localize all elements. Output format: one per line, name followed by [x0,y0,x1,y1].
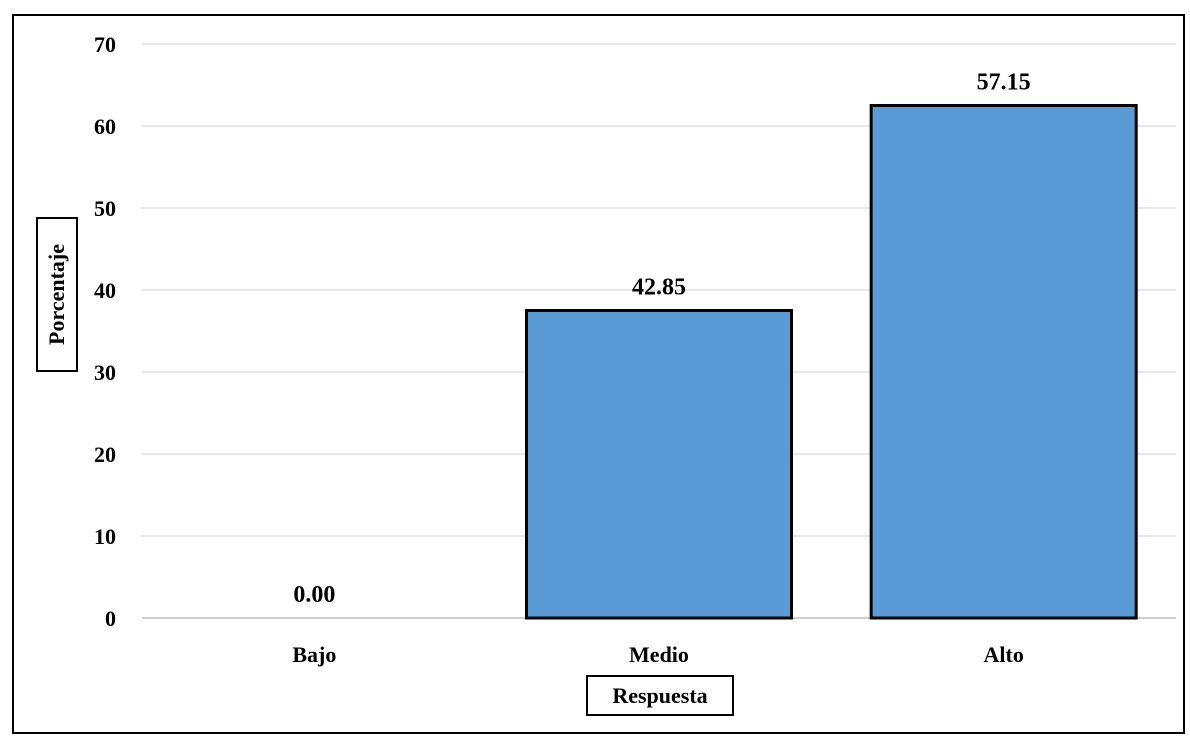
x-tick-label: Alto [984,642,1024,667]
y-tick-label: 50 [94,196,116,221]
y-tick-label: 10 [94,524,116,549]
bars [525,104,1138,620]
bar-alto [869,104,1138,620]
data-label: 0.00 [293,582,335,608]
y-tick-label: 0 [105,606,116,631]
x-axis-title-box [586,675,734,716]
y-axis-title: Porcentaje [44,244,69,345]
y-tick-label: 60 [94,114,116,139]
data-label: 57.15 [977,70,1031,96]
labels: 0 10 20 30 40 50 60 70 0.00 Bajo 42.85 Medio 57.15 Al… [94,32,1031,667]
y-tick-label: 20 [94,442,116,467]
x-tick-label: Medio [629,642,689,667]
bar-medio [525,309,793,620]
x-tick-label: Bajo [292,642,336,667]
data-label: 42.85 [632,275,686,301]
y-axis-title-group: Porcentaje [36,217,78,372]
y-axis-title-box [36,217,78,372]
x-axis-title-group: Respuesta [586,675,734,716]
y-tick-label: 70 [94,32,116,57]
y-tick-label: 40 [94,278,116,303]
y-tick-label: 30 [94,360,116,385]
x-axis-title: Respuesta [612,683,707,708]
